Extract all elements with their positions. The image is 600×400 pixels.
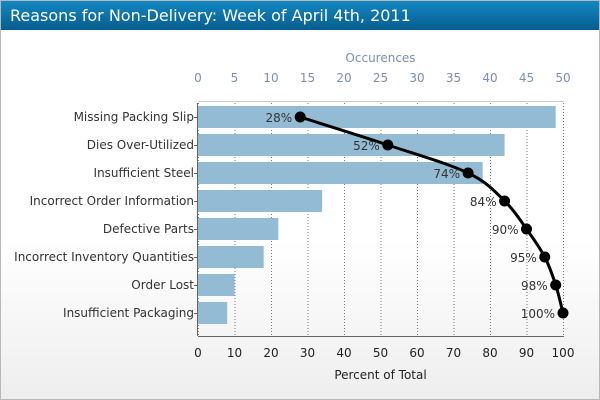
category-label: Incorrect Inventory Quantities — [14, 250, 194, 264]
panel-title: Reasons for Non-Delivery: Week of April … — [1, 1, 599, 30]
top-axis-tick-label: 20 — [336, 71, 351, 85]
top-axis-tick-label: 45 — [519, 71, 534, 85]
cumulative-label: 84% — [470, 195, 497, 209]
top-axis-tick-label: 15 — [300, 71, 315, 85]
cumulative-label: 52% — [353, 139, 380, 153]
top-axis-tick-label: 50 — [555, 71, 570, 85]
top-axis-tick-label: 35 — [446, 71, 461, 85]
cumulative-label: 90% — [492, 223, 519, 237]
cumulative-point — [499, 195, 511, 207]
bar — [198, 246, 264, 268]
cumulative-label: 95% — [510, 251, 537, 265]
top-axis-title: Occurences — [345, 51, 415, 65]
category-label: Dies Over-Utilized — [87, 138, 194, 152]
cumulative-point — [462, 167, 474, 179]
cumulative-label: 100% — [521, 307, 555, 321]
bottom-axis-tick-label: 100 — [552, 346, 575, 360]
bottom-axis-title: Percent of Total — [334, 368, 426, 382]
category-label: Order Lost — [131, 278, 194, 292]
bar — [198, 134, 505, 156]
category-label: Defective Parts — [103, 222, 194, 236]
bar — [198, 106, 556, 128]
category-label: Incorrect Order Information — [30, 194, 194, 208]
bottom-axis-tick-label: 60 — [409, 346, 424, 360]
bar — [198, 274, 235, 296]
bottom-axis-tick-label: 0 — [194, 346, 202, 360]
bottom-axis-tick-label: 20 — [263, 346, 278, 360]
bottom-axis-tick-label: 50 — [373, 346, 388, 360]
bottom-axis-tick-label: 40 — [336, 346, 351, 360]
bottom-axis-tick-label: 30 — [300, 346, 315, 360]
top-axis-tick-label: 30 — [409, 71, 424, 85]
top-axis-tick-label: 0 — [194, 71, 202, 85]
top-axis-tick-label: 25 — [373, 71, 388, 85]
cumulative-point — [539, 251, 551, 263]
top-axis-tick-label: 5 — [231, 71, 239, 85]
cumulative-point — [550, 279, 562, 291]
category-label: Insufficient Packaging — [63, 306, 194, 320]
category-label: Insufficient Steel — [94, 166, 194, 180]
category-label: Missing Packing Slip — [74, 110, 194, 124]
cumulative-label: 28% — [266, 111, 293, 125]
bar — [198, 302, 228, 324]
top-axis-tick-label: 10 — [263, 71, 278, 85]
bottom-axis-tick-label: 70 — [446, 346, 461, 360]
bottom-axis-tick-label: 10 — [227, 346, 242, 360]
cumulative-point — [521, 223, 532, 235]
cumulative-point — [382, 139, 394, 151]
bar — [198, 190, 323, 212]
top-axis-tick-label: 40 — [482, 71, 497, 85]
cumulative-point — [557, 307, 569, 319]
cumulative-label: 98% — [521, 279, 548, 293]
bottom-axis-tick-label: 90 — [519, 346, 534, 360]
bar — [198, 162, 483, 184]
bar — [198, 218, 279, 240]
cumulative-label: 74% — [433, 167, 460, 181]
bottom-axis-tick-label: 80 — [482, 346, 497, 360]
cumulative-point — [294, 111, 306, 123]
